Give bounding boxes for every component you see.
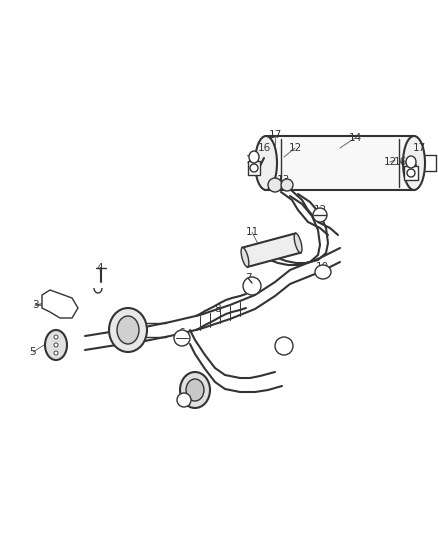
Ellipse shape [54, 343, 58, 347]
Text: 15: 15 [245, 155, 258, 165]
Text: 16: 16 [393, 157, 406, 167]
Ellipse shape [250, 164, 258, 172]
Ellipse shape [403, 136, 425, 190]
Text: 6: 6 [181, 390, 187, 400]
Text: 14: 14 [348, 133, 362, 143]
Ellipse shape [243, 277, 261, 295]
Text: 15: 15 [406, 170, 420, 180]
Ellipse shape [180, 372, 210, 408]
Ellipse shape [315, 265, 331, 279]
Ellipse shape [281, 179, 293, 191]
Ellipse shape [268, 178, 282, 192]
Text: 5: 5 [30, 347, 36, 357]
Text: 17: 17 [412, 143, 426, 153]
Text: 6: 6 [179, 328, 185, 338]
Text: 11: 11 [245, 227, 258, 237]
Ellipse shape [249, 151, 259, 163]
Ellipse shape [241, 247, 249, 267]
Ellipse shape [54, 335, 58, 339]
Text: 1: 1 [192, 383, 198, 393]
Text: 7: 7 [245, 273, 251, 283]
Text: 8: 8 [215, 304, 221, 314]
Ellipse shape [407, 169, 415, 177]
Polygon shape [242, 233, 300, 267]
Text: 2: 2 [125, 313, 131, 323]
Ellipse shape [294, 233, 302, 253]
Text: 12: 12 [288, 143, 302, 153]
Ellipse shape [255, 136, 277, 190]
Ellipse shape [54, 351, 58, 355]
Text: 16: 16 [258, 143, 271, 153]
Ellipse shape [186, 379, 204, 401]
Text: 17: 17 [268, 130, 282, 140]
Ellipse shape [406, 156, 416, 168]
Polygon shape [404, 166, 418, 180]
Ellipse shape [177, 393, 191, 407]
Ellipse shape [109, 308, 147, 352]
Text: 4: 4 [97, 263, 103, 273]
Text: 12: 12 [383, 157, 397, 167]
Text: 12: 12 [313, 205, 327, 215]
Ellipse shape [275, 337, 293, 355]
Polygon shape [42, 290, 78, 318]
Ellipse shape [45, 330, 67, 360]
Ellipse shape [117, 316, 139, 344]
Ellipse shape [174, 330, 190, 346]
Polygon shape [266, 136, 414, 190]
Text: 13: 13 [276, 175, 290, 185]
Text: 9: 9 [281, 337, 287, 347]
Text: 10: 10 [315, 262, 328, 272]
Polygon shape [248, 161, 260, 175]
Text: 3: 3 [32, 300, 38, 310]
Ellipse shape [313, 208, 327, 222]
